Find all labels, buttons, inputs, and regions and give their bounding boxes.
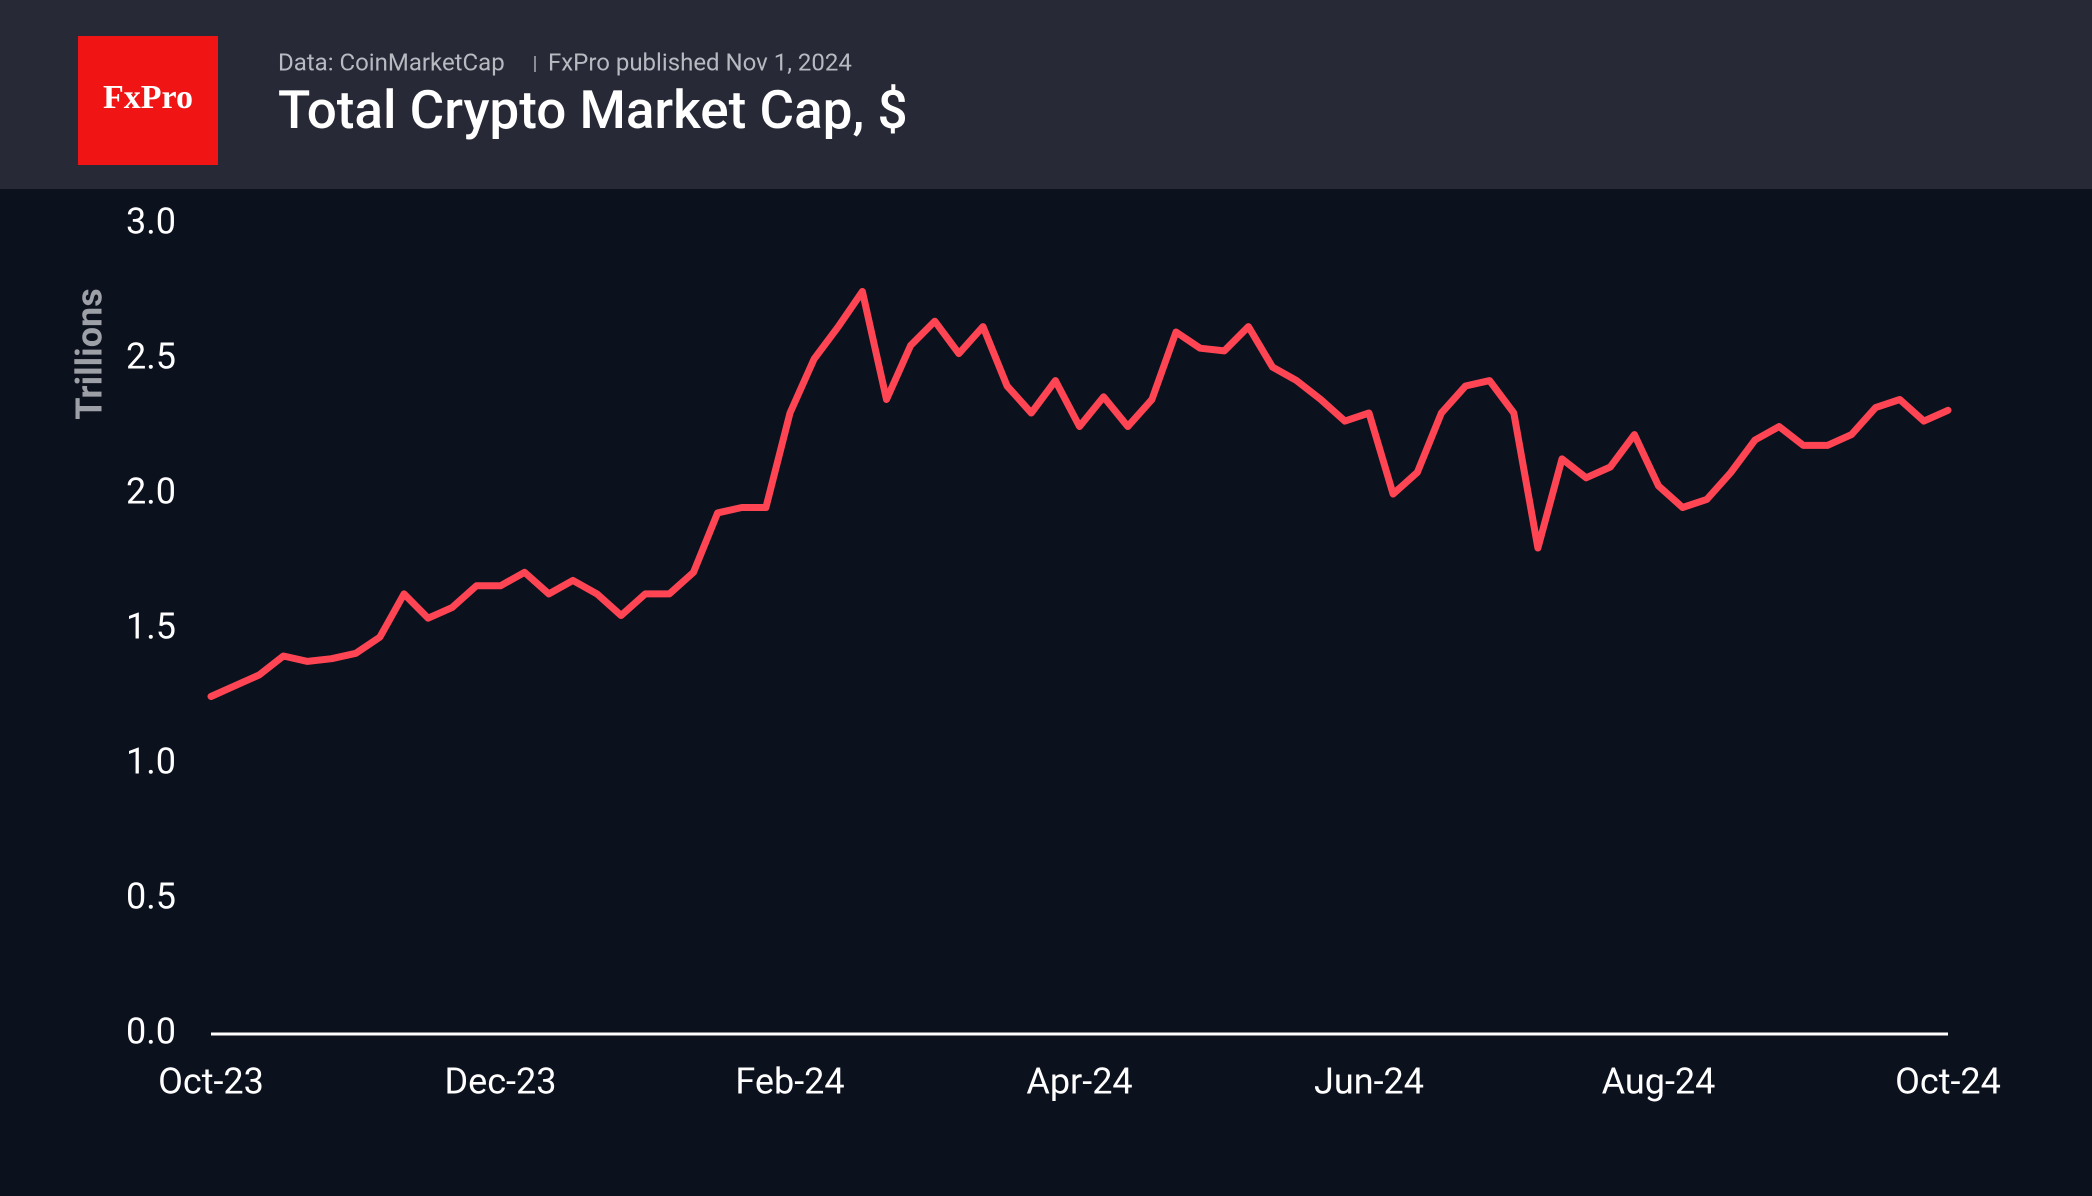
logo-text: FxPro [103,79,193,116]
line-series [207,288,1952,700]
x-tick-label: Oct-23 [158,1061,264,1103]
logo [78,36,218,165]
y-tick-label: 2.5 [126,336,176,378]
y-tick-label: 2.0 [126,471,176,513]
y-tick-label: 3.0 [126,201,176,243]
x-tick-label: Oct-24 [1895,1061,2001,1103]
chart-title: Total Crypto Market Cap, $ [278,79,908,141]
header-band [0,0,2092,189]
y-tick-label: 1.0 [126,741,176,783]
published: FxPro published Nov 1, 2024 [548,48,852,76]
y-tick-label: 0.5 [126,876,176,918]
x-tick-label: Dec-23 [445,1061,557,1103]
y-axis-label: Trillions [69,288,111,419]
x-tick-label: Feb-24 [735,1061,844,1103]
x-tick-label: Jun-24 [1314,1061,1424,1103]
source: Data: CoinMarketCap [278,48,505,76]
x-tick-label: Apr-24 [1026,1061,1132,1103]
y-tick-label: 1.5 [126,606,176,648]
y-tick-label: 0.0 [126,1011,176,1053]
x-tick-label: Aug-24 [1602,1061,1716,1103]
